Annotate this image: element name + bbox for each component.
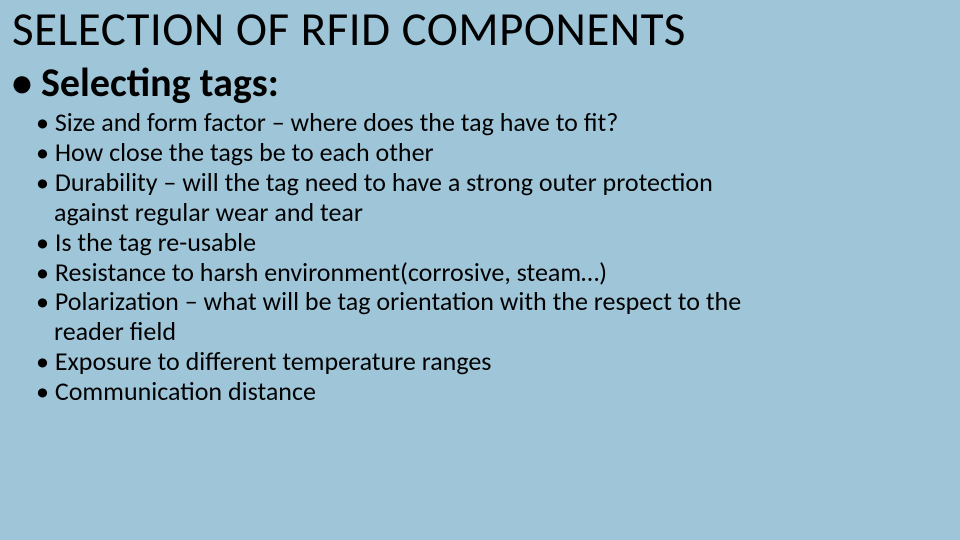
list-item: Communication distance xyxy=(36,377,948,407)
bullet-text: Size and form factor – where does the ta… xyxy=(55,106,618,138)
list-item: Size and form factor – where does the ta… xyxy=(36,108,948,138)
bullet-list: Size and form factor – where does the ta… xyxy=(12,108,948,407)
bullet-continuation: reader field xyxy=(36,317,948,347)
bullet-text: Polarization – what will be tag orientat… xyxy=(55,285,741,317)
list-item: Durability – will the tag need to have a… xyxy=(36,168,948,228)
slide-title: SELECTION OF RFID COMPONENTS xyxy=(12,0,948,56)
bullet-text: Is the tag re-usable xyxy=(55,226,256,258)
bullet-text: How close the tags be to each other xyxy=(55,136,434,168)
list-item: Exposure to different temperature ranges xyxy=(36,347,948,377)
bullet-text: Exposure to different temperature ranges xyxy=(55,345,492,377)
bullet-text: Communication distance xyxy=(55,375,316,407)
bullet-continuation: against regular wear and tear xyxy=(36,198,948,228)
list-item: How close the tags be to each other xyxy=(36,138,948,168)
bullet-text: Resistance to harsh environment(corrosiv… xyxy=(55,256,607,288)
list-item: Is the tag re-usable xyxy=(36,228,948,258)
list-item: Resistance to harsh environment(corrosiv… xyxy=(36,258,948,288)
bullet-text: Durability – will the tag need to have a… xyxy=(55,166,713,198)
section-heading: Selecting tags: xyxy=(12,60,948,106)
list-item: Polarization – what will be tag orientat… xyxy=(36,287,948,347)
